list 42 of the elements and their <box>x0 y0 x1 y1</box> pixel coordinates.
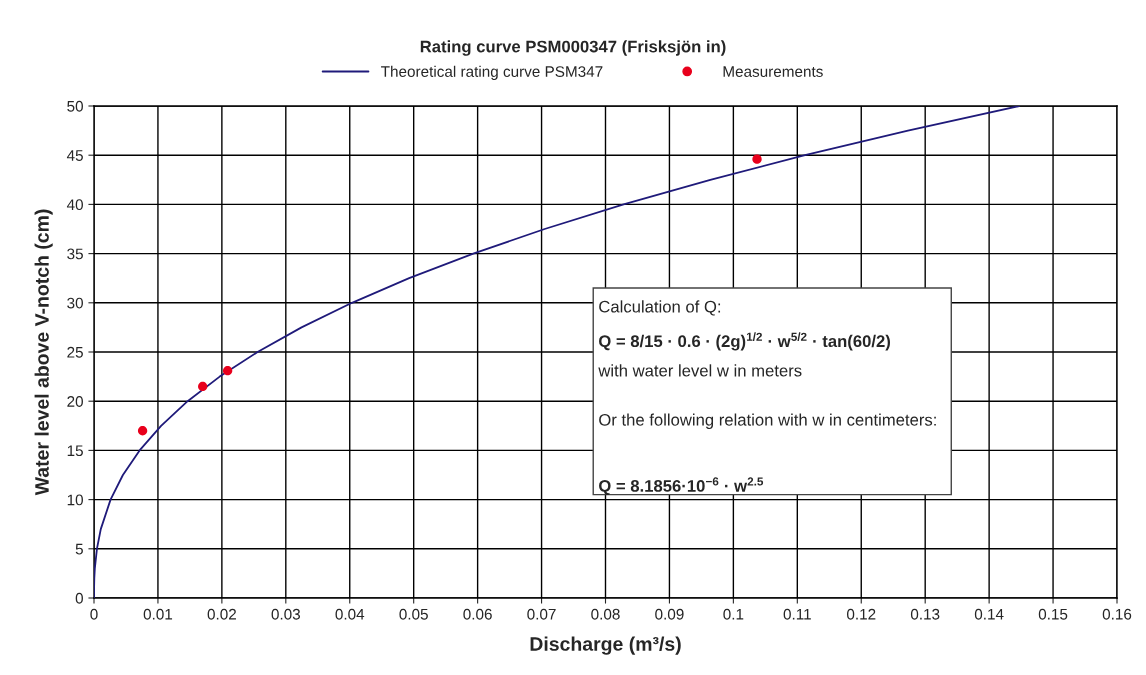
y-tick-label: 5 <box>75 543 83 555</box>
annotation: Calculation of Q: <box>599 300 721 316</box>
y-tick-label: 45 <box>66 150 83 161</box>
y-tick-label: 35 <box>67 248 83 260</box>
legend-label: Theoretical rating curve PSM347 <box>381 65 603 80</box>
x-tick-label: 0.14 <box>974 608 1004 620</box>
point <box>137 426 148 436</box>
x-tick-label: 0.11 <box>783 608 811 620</box>
y-tick-label: 40 <box>66 199 83 211</box>
x-tick-label: 0.01 <box>143 608 173 620</box>
x-tick-label: 0.13 <box>910 608 940 620</box>
legend-label: Measurements <box>723 66 823 77</box>
x-tick-label: 0.09 <box>655 608 684 620</box>
y-tick-label: 30 <box>67 297 83 309</box>
point <box>198 381 208 392</box>
x-axis-title: Discharge (m³/s) <box>530 636 681 655</box>
annotation: with water level w in meters <box>598 364 802 377</box>
x-tick-label: 0.08 <box>591 608 620 620</box>
point <box>752 154 762 164</box>
annotation: Q = 8/15 · 0.6 · (2g)$^{1/2}$ · w$^{5/2}$ · tan(60/2) <box>599 332 890 351</box>
x-tick-label: 0.16 <box>1102 608 1132 620</box>
x-tick-label: 0.1 <box>723 608 744 620</box>
y-axis-title: Water level above V-notch (cm) <box>34 209 53 496</box>
annotation: Q = 8.1856·10$^{−6}$ · w$^{2.5}$ <box>599 477 764 495</box>
x-tick-label: 0.12 <box>846 608 876 620</box>
point <box>222 366 233 376</box>
x-tick-label: 0.02 <box>207 608 236 620</box>
x-tick-label: 0.04 <box>335 608 365 620</box>
y-tick-label: 50 <box>67 100 83 112</box>
x-tick-label: 0 <box>90 608 98 620</box>
chart-title: Rating curve PSM000347 (Frisksjön in) <box>420 40 726 56</box>
annotation: Or the following relation with w in centimeters: <box>599 413 936 430</box>
y-tick-label: 10 <box>67 494 83 506</box>
y-tick-label: 20 <box>67 396 83 407</box>
x-tick-label: 0.07 <box>527 608 556 620</box>
x-tick-label: 0.03 <box>271 608 301 620</box>
x-tick-label: 0.06 <box>463 608 492 620</box>
y-tick-label: 25 <box>67 346 83 358</box>
y-tick-label: 0 <box>75 592 83 604</box>
y-tick-label: 15 <box>67 445 83 457</box>
x-tick-label: 0.05 <box>399 608 428 620</box>
x-tick-label: 0.15 <box>1038 608 1068 620</box>
